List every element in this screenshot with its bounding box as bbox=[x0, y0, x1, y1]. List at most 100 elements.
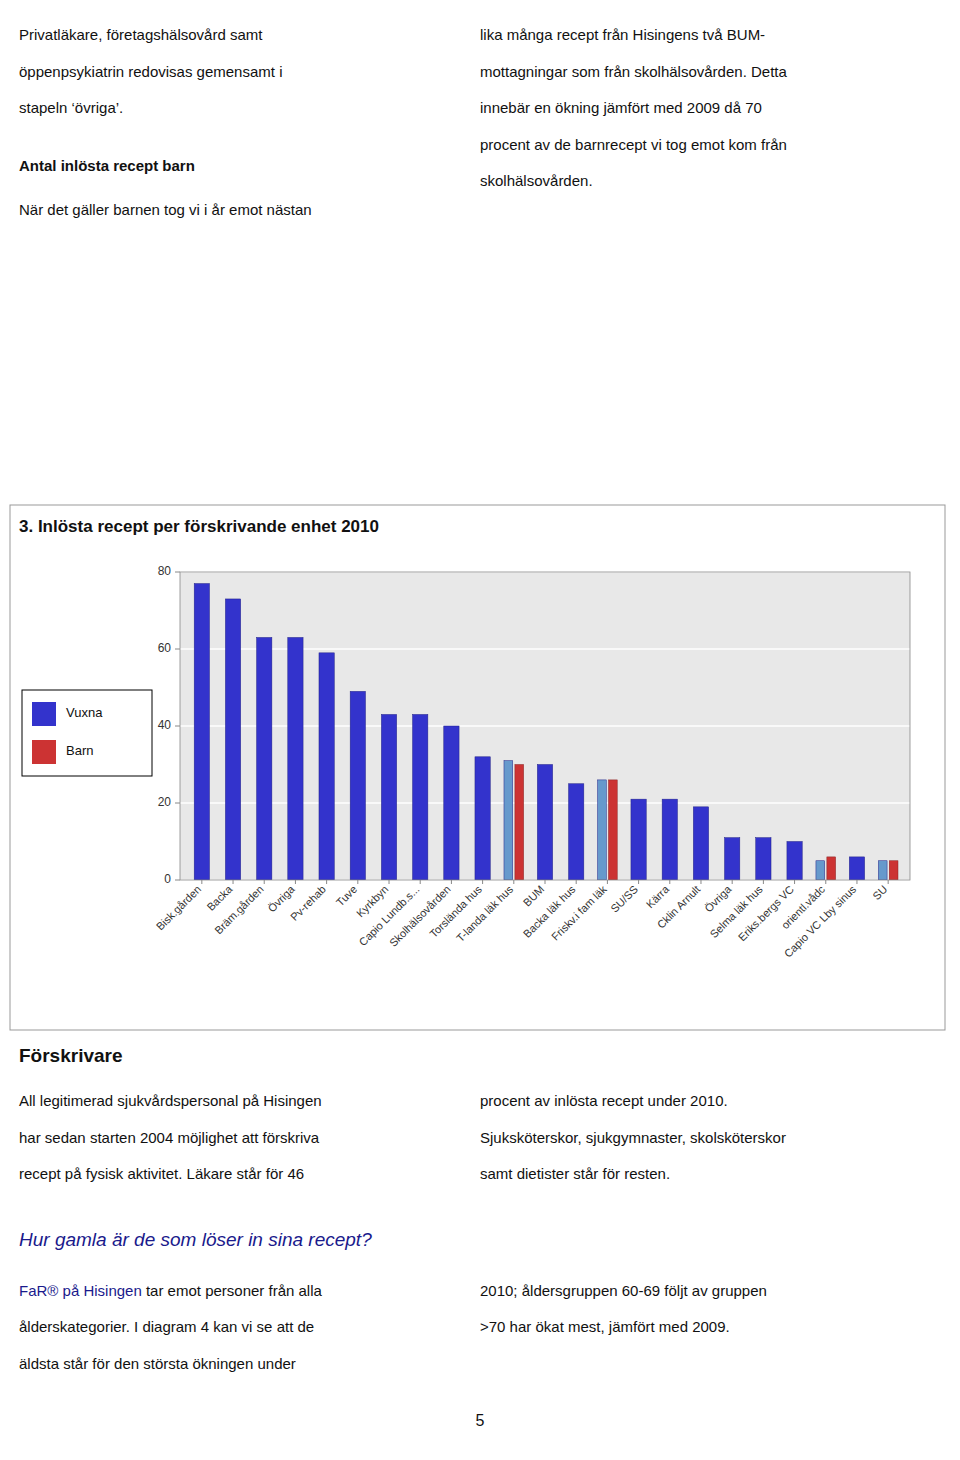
page-text: lika många recept från Hisingens två BUM… bbox=[480, 26, 765, 43]
bar bbox=[631, 799, 646, 880]
x-tick bbox=[233, 880, 234, 884]
x-tick bbox=[732, 880, 733, 884]
bar bbox=[257, 637, 272, 880]
x-tick bbox=[326, 880, 327, 884]
bar bbox=[381, 714, 396, 880]
page-text: Hur gamla är de som löser in sina recept… bbox=[19, 1229, 372, 1250]
x-tick bbox=[825, 880, 826, 884]
page-text-rest: tar emot personer från alla bbox=[142, 1282, 323, 1299]
x-tick bbox=[888, 880, 889, 884]
legend-box bbox=[22, 690, 152, 776]
legend-label: Barn bbox=[66, 743, 93, 758]
page-text: Förskrivare bbox=[19, 1045, 123, 1066]
x-tick-label: Bräm.gården bbox=[212, 883, 265, 936]
x-tick bbox=[856, 880, 857, 884]
page: Privatläkare, företagshälsovård samtöppe… bbox=[0, 0, 960, 1460]
x-tick bbox=[420, 880, 421, 884]
x-tick-label: Eriks.bergs VC bbox=[736, 883, 796, 943]
x-tick bbox=[607, 880, 608, 884]
page-text: >70 har ökat mest, jämfört med 2009. bbox=[480, 1318, 730, 1335]
x-tick bbox=[357, 880, 358, 884]
y-tick bbox=[175, 803, 180, 804]
legend-swatch bbox=[32, 740, 56, 764]
page-text: FaR® på Hisingen tar emot personer från … bbox=[19, 1282, 323, 1299]
legend-label: Vuxna bbox=[66, 705, 103, 720]
x-tick-label: Torslända hus bbox=[427, 883, 484, 940]
bar bbox=[537, 765, 552, 881]
bar bbox=[787, 842, 802, 881]
x-tick bbox=[295, 880, 296, 884]
x-tick-label: Capio VC Lby sinus bbox=[782, 883, 859, 960]
x-tick bbox=[389, 880, 390, 884]
x-tick bbox=[451, 880, 452, 884]
bar bbox=[878, 861, 887, 880]
bar bbox=[444, 726, 459, 880]
bar bbox=[515, 765, 524, 881]
page-text: öppenpsykiatrin redovisas gemensamt i bbox=[19, 63, 282, 80]
bar bbox=[816, 861, 825, 880]
plot-background bbox=[180, 572, 910, 880]
plot-frame bbox=[180, 572, 910, 880]
page-svg: Privatläkare, företagshälsovård samtöppe… bbox=[0, 0, 960, 1460]
y-tick bbox=[175, 649, 180, 650]
page-text: äldsta står för den största ökningen und… bbox=[19, 1355, 296, 1372]
page-text: Antal inlösta recept barn bbox=[19, 157, 195, 174]
page-text: skolhälsovården. bbox=[480, 172, 593, 189]
page-text: recept på fysisk aktivitet. Läkare står … bbox=[19, 1165, 304, 1182]
page-text: ålderskategorier. I diagram 4 kan vi se … bbox=[19, 1318, 314, 1335]
x-tick bbox=[669, 880, 670, 884]
x-tick bbox=[201, 880, 202, 884]
page-text: Sjuksköterskor, sjukgymnaster, skolsköte… bbox=[480, 1129, 786, 1146]
bar bbox=[288, 637, 303, 880]
page-background bbox=[0, 0, 960, 1460]
y-tick-label: 60 bbox=[158, 641, 172, 655]
y-tick-label: 20 bbox=[158, 795, 172, 809]
bar bbox=[849, 857, 864, 880]
x-tick bbox=[638, 880, 639, 884]
x-tick-label: Friskv.i fam läk bbox=[549, 883, 609, 943]
bar bbox=[194, 584, 209, 880]
x-tick bbox=[700, 880, 701, 884]
page-text: stapeln ‘övriga’. bbox=[19, 99, 123, 116]
x-tick-label: SU/SS bbox=[608, 883, 640, 915]
bar bbox=[475, 757, 490, 880]
bar bbox=[693, 807, 708, 880]
x-tick bbox=[794, 880, 795, 884]
page-text: 2010; åldersgruppen 60-69 följt av grupp… bbox=[480, 1282, 767, 1299]
highlight-text: FaR® på Hisingen bbox=[19, 1282, 142, 1299]
x-tick bbox=[513, 880, 514, 884]
page-text: procent av de barnrecept vi tog emot kom… bbox=[480, 136, 787, 153]
x-tick-label: T-landa läk hus bbox=[454, 883, 516, 945]
page-text: procent av inlösta recept under 2010. bbox=[480, 1092, 728, 1109]
page-text: mottagningar som från skolhälsovården. D… bbox=[480, 63, 787, 80]
y-tick bbox=[175, 726, 180, 727]
legend-swatch bbox=[32, 702, 56, 726]
x-tick bbox=[264, 880, 265, 884]
bar bbox=[319, 653, 334, 880]
x-tick bbox=[545, 880, 546, 884]
bar bbox=[889, 861, 898, 880]
bar bbox=[608, 780, 617, 880]
bar bbox=[662, 799, 677, 880]
y-tick bbox=[175, 572, 180, 573]
bar bbox=[504, 761, 513, 880]
bar bbox=[350, 691, 365, 880]
bars bbox=[194, 584, 898, 880]
x-tick-label: Pv-rehab bbox=[288, 883, 328, 923]
page-text: har sedan starten 2004 möjlighet att för… bbox=[19, 1129, 320, 1146]
x-tick-label: Tuve bbox=[334, 883, 359, 908]
x-tick-label: Cklin Arnult bbox=[655, 883, 703, 931]
x-tick bbox=[763, 880, 764, 884]
page-text: All legitimerad sjukvårdspersonal på His… bbox=[19, 1092, 322, 1109]
bar bbox=[827, 857, 836, 880]
bar bbox=[598, 780, 607, 880]
x-tick-label: Selma läk hus bbox=[707, 883, 765, 941]
x-tick-label: Bisk.gården bbox=[154, 883, 204, 933]
x-tick bbox=[482, 880, 483, 884]
page-text: 5 bbox=[476, 1412, 485, 1429]
x-tick-label: Backa läk hus bbox=[521, 883, 578, 940]
x-tick bbox=[576, 880, 577, 884]
chart-border bbox=[10, 505, 945, 1030]
x-tick-label: BUM bbox=[521, 883, 547, 909]
page-text: När det gäller barnen tog vi i år emot n… bbox=[19, 201, 312, 218]
